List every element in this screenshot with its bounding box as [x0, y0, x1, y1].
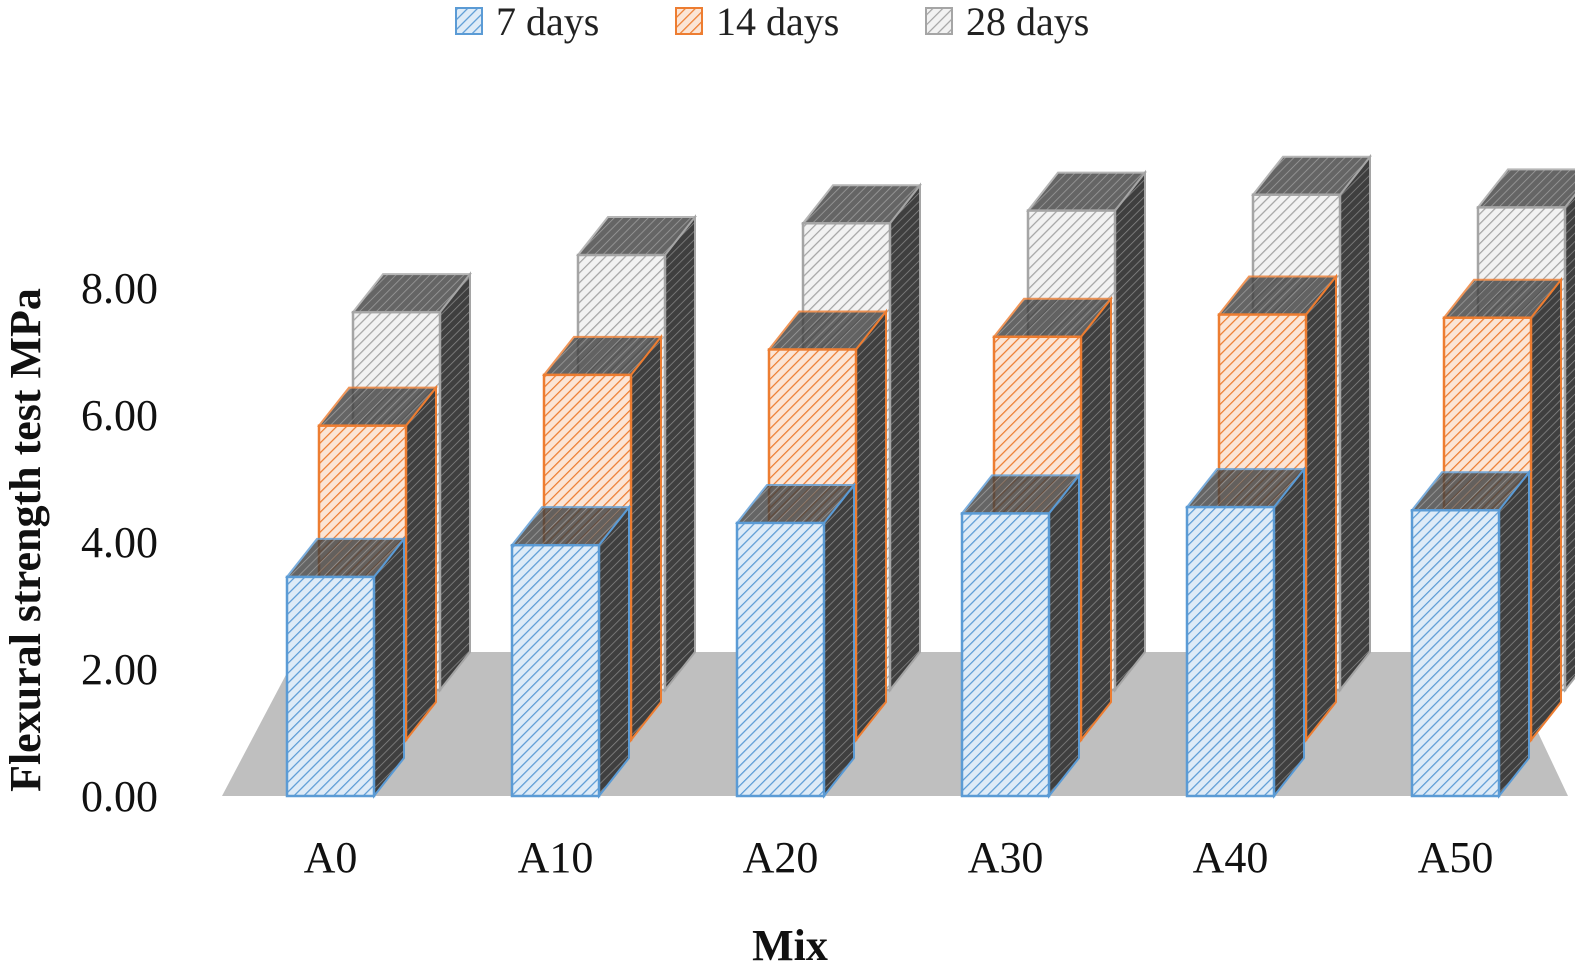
bar-side — [1339, 153, 1371, 693]
legend-swatch-7-days — [455, 7, 483, 35]
bar-7-days-a50 — [1409, 469, 1532, 799]
bar-side — [373, 536, 405, 799]
x-tick-label-a30: A30 — [968, 833, 1044, 882]
legend-swatch-28-days — [925, 7, 953, 35]
legend: 7 days 14 days 28 days — [455, 0, 1089, 44]
bar-side — [1114, 169, 1146, 693]
bar-side — [405, 384, 437, 743]
bar-front — [1185, 505, 1276, 798]
x-tick-label-a20: A20 — [743, 833, 819, 882]
legend-swatch-14-days — [675, 7, 703, 35]
bar-7-days-a40 — [1184, 466, 1307, 799]
legend-item-28-days: 28 days — [925, 0, 1089, 44]
bar-7-days-a10 — [509, 504, 632, 799]
bar-7-days-a20 — [734, 482, 857, 799]
x-axis-title: Mix — [752, 921, 828, 968]
legend-item-14-days: 14 days — [675, 0, 839, 44]
bar-side — [1305, 273, 1337, 743]
bar-7-days-a30 — [959, 472, 1082, 799]
bar-side — [1080, 295, 1112, 743]
legend-label-7-days: 7 days — [496, 0, 599, 44]
bar-side — [889, 182, 921, 693]
bar-side — [1564, 193, 1575, 693]
y-axis-ticks: 0.00 2.00 4.00 6.00 8.00 — [81, 264, 158, 821]
bar-side — [823, 482, 855, 799]
x-axis-ticks: A0 A10 A20 A30 A40 A50 — [304, 833, 1494, 882]
bar-side — [855, 308, 887, 743]
y-tick-label: 0.00 — [81, 772, 158, 821]
legend-label-28-days: 28 days — [966, 0, 1089, 44]
legend-item-7-days: 7 days — [455, 0, 599, 44]
y-tick-label: 6.00 — [81, 391, 158, 440]
x-tick-label-a0: A0 — [304, 833, 358, 882]
bar-side — [1048, 472, 1080, 799]
bar-front — [1410, 509, 1501, 798]
y-axis-title: Flexural strength test MPa — [1, 288, 50, 792]
bar-top — [1475, 168, 1575, 209]
bar-side — [664, 214, 696, 693]
y-tick-label: 2.00 — [81, 645, 158, 694]
x-tick-label-a40: A40 — [1193, 833, 1269, 882]
bar-side — [630, 333, 662, 743]
bar-front — [510, 543, 601, 798]
x-tick-label-a50: A50 — [1418, 833, 1494, 882]
legend-label-14-days: 14 days — [716, 0, 839, 44]
bar-front — [735, 521, 826, 798]
bar-side — [1530, 276, 1562, 743]
bar-front — [285, 575, 376, 798]
bar-7-days-a0 — [284, 536, 407, 799]
x-tick-label-a10: A10 — [518, 833, 594, 882]
y-tick-label: 8.00 — [81, 264, 158, 313]
bar-side — [1498, 469, 1530, 799]
bar-side — [1273, 466, 1305, 799]
bar-side — [598, 504, 630, 799]
y-tick-label: 4.00 — [81, 518, 158, 567]
bar-front — [960, 512, 1051, 798]
bar-side — [439, 271, 471, 693]
